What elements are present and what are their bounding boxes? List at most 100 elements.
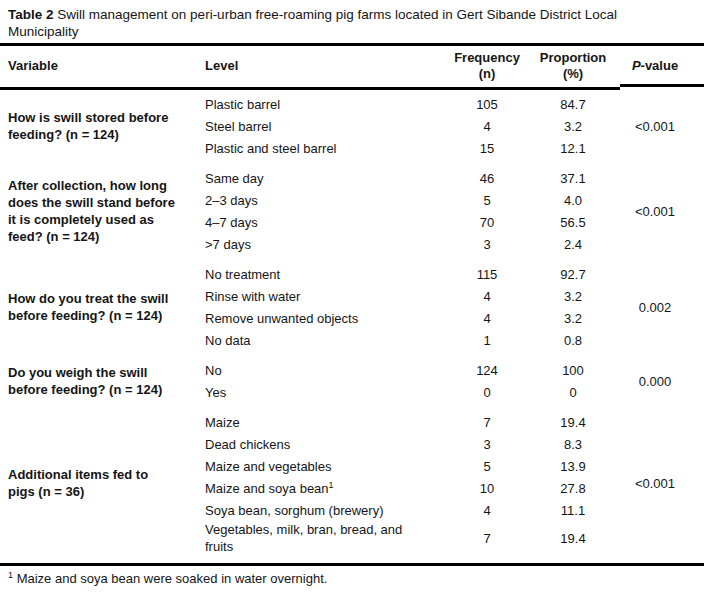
frequency-cell: 124 xyxy=(450,359,524,381)
level-cell: 2–3 days xyxy=(205,189,450,211)
level-cell: Plastic and steel barrel xyxy=(205,137,450,159)
frequency-cell: 4 xyxy=(450,115,524,137)
proportion-cell: 12.1 xyxy=(524,137,622,159)
level-text: >7 days xyxy=(205,236,251,253)
level-cell: No data xyxy=(205,329,450,351)
level-text: No xyxy=(205,362,222,379)
table-caption: Table 2 Swill management on peri-urban f… xyxy=(8,6,696,40)
level-cell: Vegetables, milk, bran, bread, and fruit… xyxy=(205,521,450,555)
level-text: Maize and soya bean1 xyxy=(205,480,334,497)
level-text: Same day xyxy=(205,170,264,187)
frequency-cell: 3 xyxy=(450,433,524,455)
proportion-cell: 3.2 xyxy=(524,115,622,137)
level-cell: Remove unwanted objects xyxy=(205,307,450,329)
column-header-variable: Variable xyxy=(0,58,205,73)
level-text: Maize and vegetables xyxy=(205,458,331,475)
level-text: Rinse with water xyxy=(205,288,300,305)
table-section: Additional items fed topigs (n = 36)Maiz… xyxy=(0,411,704,555)
column-header-proportion: Proportion(%) xyxy=(524,50,622,82)
variable-cell: Do you weigh the swillbefore feeding? (n… xyxy=(0,364,205,398)
proportion-cell: 19.4 xyxy=(524,411,622,433)
frequency-cell: 4 xyxy=(450,499,524,521)
pvalue-cell: <0.001 xyxy=(622,476,704,491)
level-text: Maize xyxy=(205,414,240,431)
level-text: Steel barrel xyxy=(205,118,271,135)
frequency-cell: 70 xyxy=(450,211,524,233)
proportion-cell: 8.3 xyxy=(524,433,622,455)
frequency-cell: 115 xyxy=(450,263,524,285)
footnote-text: Maize and soya bean were soaked in water… xyxy=(17,571,328,586)
table-section: How do you treat the swillbefore feeding… xyxy=(0,263,704,351)
table-body: How is swill stored beforefeeding? (n = … xyxy=(0,93,704,555)
level-cell: 4–7 days xyxy=(205,211,450,233)
level-cell: Same day xyxy=(205,167,450,189)
level-text: Plastic and steel barrel xyxy=(205,140,337,157)
footnote-marker: 1 xyxy=(8,570,13,580)
frequency-cell: 15 xyxy=(450,137,524,159)
level-text: No treatment xyxy=(205,266,280,283)
proportion-cell: 4.0 xyxy=(524,189,622,211)
table-caption-text: Swill management on peri-urban free-roam… xyxy=(8,7,617,39)
level-cell: Steel barrel xyxy=(205,115,450,137)
proportion-cell: 0.8 xyxy=(524,329,622,351)
proportion-cell: 37.1 xyxy=(524,167,622,189)
level-cell: Soya bean, sorghum (brewery) xyxy=(205,499,450,521)
pvalue-cell: <0.001 xyxy=(622,119,704,134)
frequency-cell: 46 xyxy=(450,167,524,189)
proportion-cell: 84.7 xyxy=(524,93,622,115)
proportion-cell: 0 xyxy=(524,381,622,403)
level-text: 2–3 days xyxy=(205,192,258,209)
level-text: No data xyxy=(205,332,251,349)
column-header-frequency: Frequency(n) xyxy=(450,50,524,82)
table-header-row: Variable Level Frequency(n) Proportion(%… xyxy=(0,46,704,85)
table-bottom-rule xyxy=(0,563,704,566)
column-header-pvalue: P-value xyxy=(622,58,704,73)
proportion-cell: 13.9 xyxy=(524,455,622,477)
column-header-level: Level xyxy=(205,58,450,73)
frequency-cell: 1 xyxy=(450,329,524,351)
variable-cell: Additional items fed topigs (n = 36) xyxy=(0,466,205,500)
header-rule-right-segment xyxy=(620,84,704,87)
proportion-cell: 27.8 xyxy=(524,477,622,499)
frequency-cell: 0 xyxy=(450,381,524,403)
level-cell: Rinse with water xyxy=(205,285,450,307)
level-cell: Maize and soya bean1 xyxy=(205,477,450,499)
proportion-cell: 100 xyxy=(524,359,622,381)
pvalue-cell: <0.001 xyxy=(622,204,704,219)
table-footnote: 1 Maize and soya bean were soaked in wat… xyxy=(8,571,696,587)
frequency-cell: 7 xyxy=(450,411,524,433)
frequency-cell: 5 xyxy=(450,189,524,211)
proportion-cell: 56.5 xyxy=(524,211,622,233)
proportion-cell: 2.4 xyxy=(524,233,622,255)
frequency-cell: 5 xyxy=(450,455,524,477)
level-cell: Dead chickens xyxy=(205,433,450,455)
level-text: 4–7 days xyxy=(205,214,258,231)
proportion-cell: 19.4 xyxy=(524,521,622,555)
variable-cell: After collection, how longdoes the swill… xyxy=(0,177,205,245)
level-text: Soya bean, sorghum (brewery) xyxy=(205,502,383,519)
header-rule-left-segment xyxy=(0,87,620,90)
level-cell: Yes xyxy=(205,381,450,403)
level-text: Plastic barrel xyxy=(205,96,280,113)
proportion-cell: 3.2 xyxy=(524,307,622,329)
level-text: Remove unwanted objects xyxy=(205,310,358,327)
frequency-cell: 7 xyxy=(450,521,524,555)
level-text: Vegetables, milk, bran, bread, and fruit… xyxy=(205,521,418,555)
table-label: Table 2 xyxy=(8,7,54,22)
frequency-cell: 4 xyxy=(450,285,524,307)
level-text: Dead chickens xyxy=(205,436,290,453)
paper-table-page: Table 2 Swill management on peri-urban f… xyxy=(0,0,704,594)
frequency-cell: 105 xyxy=(450,93,524,115)
table-section: Do you weigh the swillbefore feeding? (n… xyxy=(0,359,704,403)
level-cell: Plastic barrel xyxy=(205,93,450,115)
variable-cell: How is swill stored beforefeeding? (n = … xyxy=(0,109,205,143)
proportion-cell: 11.1 xyxy=(524,499,622,521)
proportion-cell: 3.2 xyxy=(524,285,622,307)
frequency-cell: 10 xyxy=(450,477,524,499)
table-section: How is swill stored beforefeeding? (n = … xyxy=(0,93,704,159)
footnote-marker: 1 xyxy=(329,479,334,489)
header-bottom-rule xyxy=(0,86,704,90)
frequency-cell: 4 xyxy=(450,307,524,329)
level-cell: >7 days xyxy=(205,233,450,255)
level-cell: Maize xyxy=(205,411,450,433)
